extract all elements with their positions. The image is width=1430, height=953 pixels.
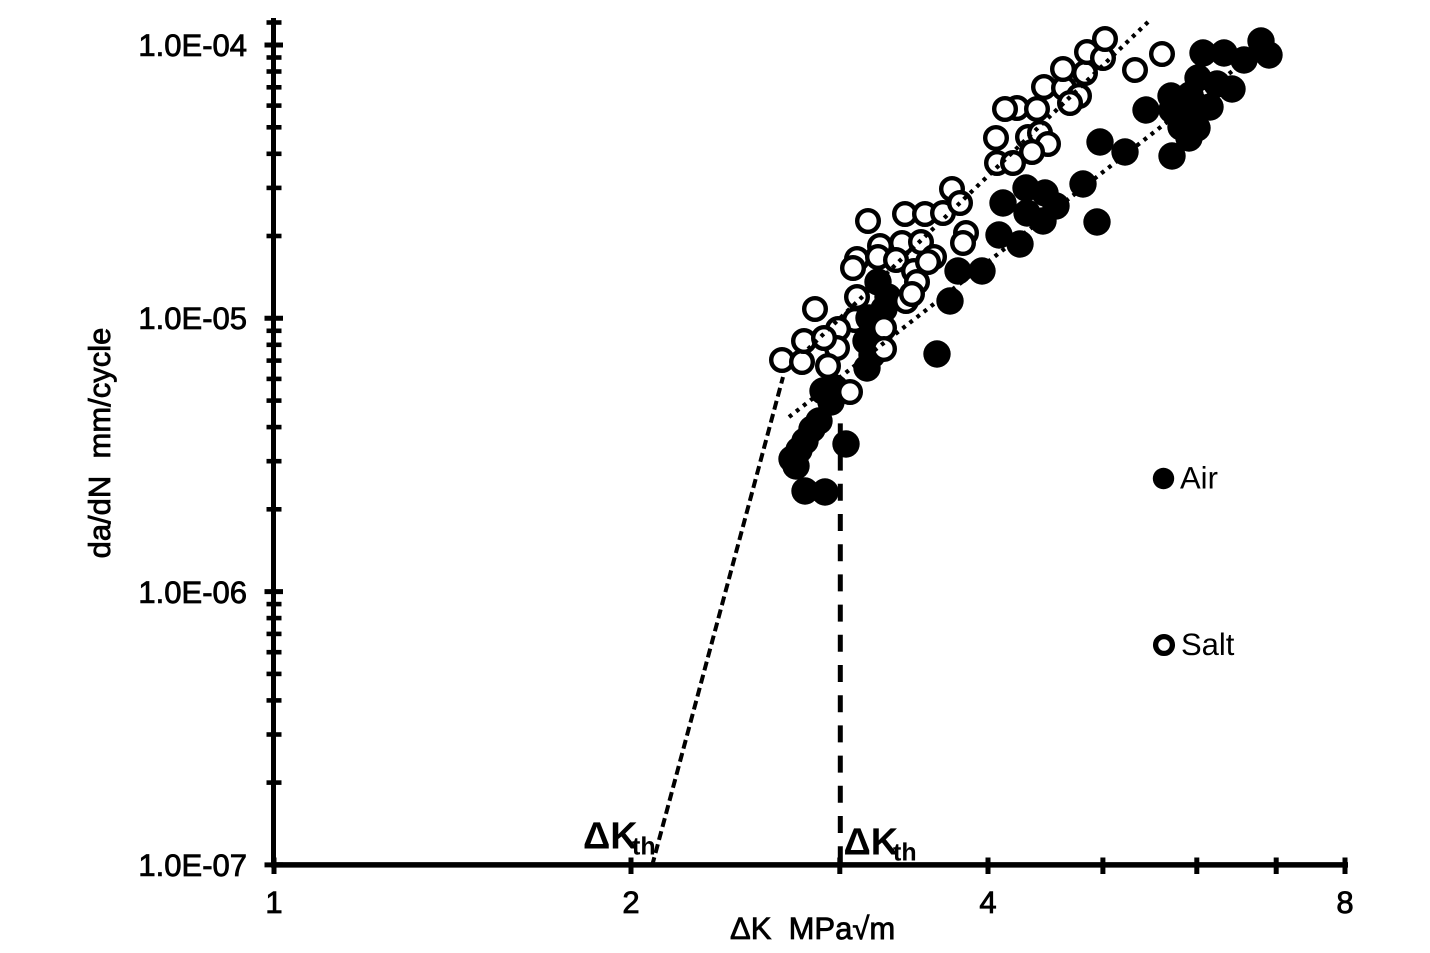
svg-text:8: 8 xyxy=(1336,885,1353,920)
svg-text:th: th xyxy=(893,839,917,867)
svg-text:1: 1 xyxy=(265,885,282,920)
svg-text:th: th xyxy=(632,833,656,861)
svg-text:ΔK MPa√m: ΔK MPa√m xyxy=(730,911,895,946)
svg-text:ΔK: ΔK xyxy=(843,822,898,864)
svg-text:ΔK: ΔK xyxy=(583,816,638,858)
svg-text:1.0E-04: 1.0E-04 xyxy=(138,28,247,63)
svg-text:Air: Air xyxy=(1180,461,1218,496)
svg-text:4: 4 xyxy=(979,885,996,920)
svg-text:da/dN mm/cycle: da/dN mm/cycle xyxy=(82,328,117,559)
svg-text:1.0E-06: 1.0E-06 xyxy=(138,575,247,610)
svg-text:1.0E-07: 1.0E-07 xyxy=(138,848,247,883)
svg-text:Salt: Salt xyxy=(1181,627,1235,662)
svg-text:1.0E-05: 1.0E-05 xyxy=(138,301,247,336)
svg-text:2: 2 xyxy=(622,885,639,920)
